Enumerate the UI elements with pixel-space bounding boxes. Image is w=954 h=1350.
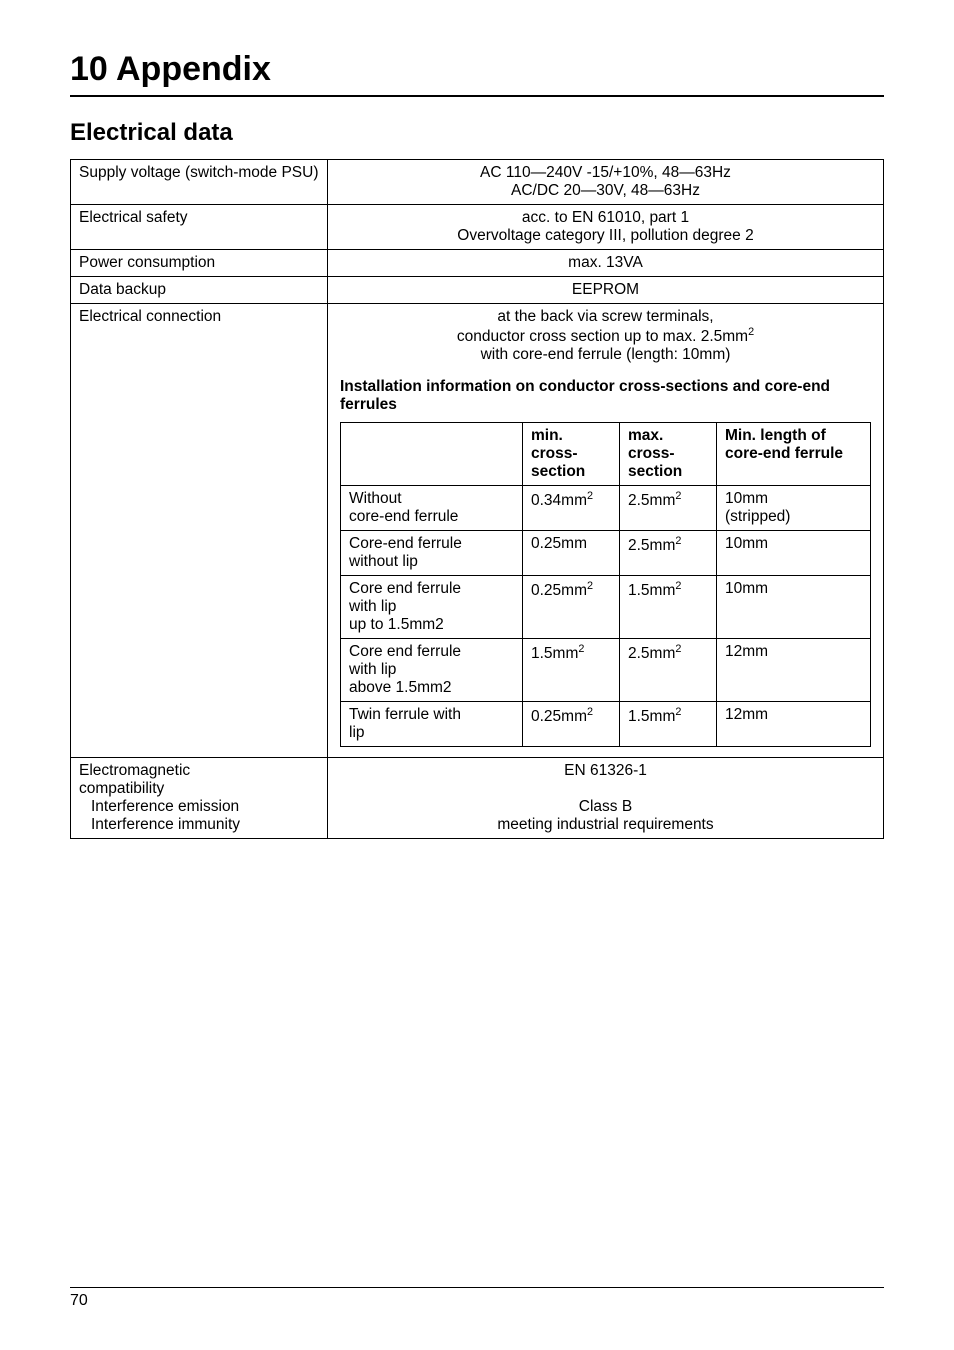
text: Class B (579, 798, 632, 815)
cell: 12mm (717, 639, 871, 702)
cell: Core-end ferrule without lip (341, 531, 523, 576)
table-row: Core end ferrule with lip above 1.5mm2 1… (341, 639, 871, 702)
table-row: Without core-end ferrule 0.34mm2 2.5mm2 … (341, 486, 871, 531)
install-info-heading: Installation information on conductor cr… (340, 378, 871, 414)
text: acc. to EN 61010, part 1 (522, 209, 689, 226)
emc-value: EN 61326-1 Class B meeting industrial re… (328, 758, 884, 839)
cell: 2.5mm2 (620, 639, 717, 702)
table-row: min. cross-section max. cross-section Mi… (341, 423, 871, 486)
text: conductor cross section up to max. 2.5mm… (457, 328, 754, 345)
cell: 10mm (717, 576, 871, 639)
electrical-safety-value: acc. to EN 61010, part 1 Overvoltage cat… (328, 205, 884, 250)
supply-voltage-label: Supply voltage (switch-mode PSU) (71, 160, 328, 205)
cell: 1.5mm2 (620, 576, 717, 639)
cell: 0.34mm2 (523, 486, 620, 531)
table-row: Electromagnetic compatibility Interferen… (71, 758, 884, 839)
chapter-title: 10 Appendix (70, 50, 884, 89)
table-row: Power consumption max. 13VA (71, 250, 884, 277)
cell: 2.5mm2 (620, 486, 717, 531)
cell: 0.25mm (523, 531, 620, 576)
cell: Twin ferrule with lip (341, 702, 523, 747)
electrical-connection-label: Electrical connection (71, 304, 328, 758)
table-row: Electrical safety acc. to EN 61010, part… (71, 205, 884, 250)
cell: 12mm (717, 702, 871, 747)
emc-label: Electromagnetic compatibility Interferen… (71, 758, 328, 839)
text: with core-end ferrule (length: 10mm) (481, 346, 731, 363)
text: Overvoltage category III, pollution degr… (457, 227, 753, 244)
data-backup-value: EEPROM (328, 277, 884, 304)
blank-header (341, 423, 523, 486)
table-row: Supply voltage (switch-mode PSU) AC 110—… (71, 160, 884, 205)
text: AC/DC 20—30V, 48—63Hz (511, 182, 700, 199)
cell: 0.25mm2 (523, 576, 620, 639)
page-number: 70 (70, 1292, 884, 1310)
cell: Without core-end ferrule (341, 486, 523, 531)
table-row: Twin ferrule with lip 0.25mm2 1.5mm2 12m… (341, 702, 871, 747)
text: EN 61326-1 (564, 762, 647, 779)
max-cross-section-header: max. cross-section (620, 423, 717, 486)
power-consumption-label: Power consumption (71, 250, 328, 277)
chapter-rule (70, 95, 884, 97)
cell: Core end ferrule with lip up to 1.5mm2 (341, 576, 523, 639)
power-consumption-value: max. 13VA (328, 250, 884, 277)
min-length-header: Min. length of core-end ferrule (717, 423, 871, 486)
cell: 1.5mm2 (523, 639, 620, 702)
data-backup-label: Data backup (71, 277, 328, 304)
page-footer: 70 (70, 1287, 884, 1310)
table-row: Data backup EEPROM (71, 277, 884, 304)
cell: 0.25mm2 (523, 702, 620, 747)
cell: 2.5mm2 (620, 531, 717, 576)
cell: 10mm (717, 531, 871, 576)
electrical-data-table: Supply voltage (switch-mode PSU) AC 110—… (70, 159, 884, 839)
cell: Core end ferrule with lip above 1.5mm2 (341, 639, 523, 702)
table-row: Core-end ferrule without lip 0.25mm 2.5m… (341, 531, 871, 576)
footer-rule (70, 1287, 884, 1288)
text: AC 110—240V -15/+10%, 48—63Hz (480, 164, 731, 181)
ferrule-table: min. cross-section max. cross-section Mi… (340, 422, 871, 747)
table-row: Core end ferrule with lip up to 1.5mm2 0… (341, 576, 871, 639)
min-cross-section-header: min. cross-section (523, 423, 620, 486)
supply-voltage-value: AC 110—240V -15/+10%, 48—63Hz AC/DC 20—3… (328, 160, 884, 205)
text: meeting industrial requirements (497, 816, 713, 833)
electrical-connection-value: at the back via screw terminals, conduct… (328, 304, 884, 758)
electrical-safety-label: Electrical safety (71, 205, 328, 250)
cell: 10mm (stripped) (717, 486, 871, 531)
text: at the back via screw terminals, (497, 308, 713, 325)
cell: 1.5mm2 (620, 702, 717, 747)
table-row: Electrical connection at the back via sc… (71, 304, 884, 758)
section-title: Electrical data (70, 119, 884, 147)
